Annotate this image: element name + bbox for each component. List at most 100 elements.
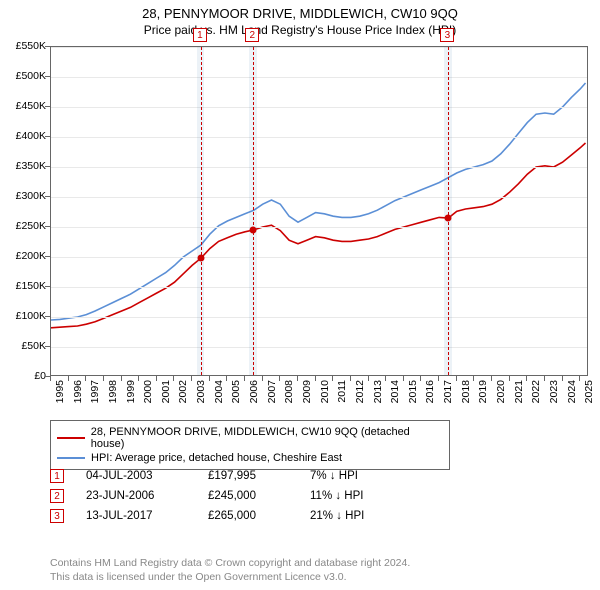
x-tick [262, 376, 263, 381]
x-tick-label: 2006 [248, 380, 260, 403]
sale-date: 13-JUL-2017 [86, 510, 186, 522]
sale-vline [448, 47, 449, 375]
y-tick-label: £250K [16, 220, 46, 232]
x-tick-label: 1998 [107, 380, 119, 403]
x-tick-label: 2022 [530, 380, 542, 403]
x-tick [315, 376, 316, 381]
x-tick-label: 2024 [566, 380, 578, 403]
x-tick [85, 376, 86, 381]
series-property [51, 143, 586, 328]
sales-row: 3 13-JUL-2017 £265,000 21% ↓ HPI [50, 506, 400, 526]
footer-line: This data is licensed under the Open Gov… [50, 570, 588, 584]
y-tick [45, 286, 50, 287]
gridline [51, 197, 587, 198]
x-tick-label: 2014 [389, 380, 401, 403]
legend-item: HPI: Average price, detached house, Ches… [57, 451, 443, 465]
x-tick-label: 2018 [460, 380, 472, 403]
x-tick [121, 376, 122, 381]
x-tick [173, 376, 174, 381]
y-tick [45, 136, 50, 137]
x-tick [350, 376, 351, 381]
sale-marker-top: 2 [245, 28, 259, 42]
x-tick-label: 2008 [283, 380, 295, 403]
x-tick-label: 2010 [319, 380, 331, 403]
sale-dot [197, 255, 204, 262]
gridline [51, 257, 587, 258]
title-sub: Price paid vs. HM Land Registry's House … [0, 23, 600, 37]
gridline [51, 317, 587, 318]
x-tick-label: 2023 [548, 380, 560, 403]
sales-row: 1 04-JUL-2003 £197,995 7% ↓ HPI [50, 466, 400, 486]
x-tick-label: 2013 [372, 380, 384, 403]
footer-line: Contains HM Land Registry data © Crown c… [50, 556, 588, 570]
x-tick [103, 376, 104, 381]
gridline [51, 47, 587, 48]
legend-swatch [57, 457, 85, 459]
chart-svg [51, 47, 589, 377]
x-tick-label: 2007 [266, 380, 278, 403]
x-tick [579, 376, 580, 381]
x-tick [138, 376, 139, 381]
sale-vline [253, 47, 254, 375]
x-tick [438, 376, 439, 381]
y-tick-label: £350K [16, 160, 46, 172]
footer: Contains HM Land Registry data © Crown c… [50, 556, 588, 584]
x-tick [420, 376, 421, 381]
x-tick-label: 2019 [477, 380, 489, 403]
chart-container: 28, PENNYMOOR DRIVE, MIDDLEWICH, CW10 9Q… [0, 0, 600, 590]
x-tick-label: 2025 [583, 380, 595, 403]
x-tick [279, 376, 280, 381]
x-tick [491, 376, 492, 381]
y-tick [45, 196, 50, 197]
x-tick-label: 1999 [125, 380, 137, 403]
sale-diff: 21% ↓ HPI [310, 510, 400, 522]
x-tick-label: 2002 [177, 380, 189, 403]
x-tick [544, 376, 545, 381]
sale-dot [445, 215, 452, 222]
sale-price: £265,000 [208, 510, 288, 522]
y-tick-label: £500K [16, 70, 46, 82]
legend-label: HPI: Average price, detached house, Ches… [91, 452, 342, 464]
chart-area [50, 46, 588, 376]
sale-marker: 1 [50, 469, 64, 483]
x-tick [50, 376, 51, 381]
x-tick-label: 2017 [442, 380, 454, 403]
legend-swatch [57, 437, 85, 439]
x-tick-label: 1995 [54, 380, 66, 403]
gridline [51, 347, 587, 348]
sale-price: £197,995 [208, 470, 288, 482]
sale-marker: 3 [50, 509, 64, 523]
x-tick-label: 2015 [407, 380, 419, 403]
y-tick-label: £150K [16, 280, 46, 292]
y-tick [45, 46, 50, 47]
x-tick-label: 2004 [213, 380, 225, 403]
y-tick-label: £400K [16, 130, 46, 142]
x-tick [244, 376, 245, 381]
x-tick-label: 2021 [513, 380, 525, 403]
x-tick [473, 376, 474, 381]
y-tick [45, 106, 50, 107]
x-tick [332, 376, 333, 381]
x-tick-label: 2000 [142, 380, 154, 403]
y-tick-label: £50K [21, 340, 46, 352]
x-tick-label: 2020 [495, 380, 507, 403]
legend-label: 28, PENNYMOOR DRIVE, MIDDLEWICH, CW10 9Q… [91, 426, 443, 450]
sales-table: 1 04-JUL-2003 £197,995 7% ↓ HPI 2 23-JUN… [50, 466, 400, 526]
y-tick [45, 166, 50, 167]
x-tick [403, 376, 404, 381]
legend: 28, PENNYMOOR DRIVE, MIDDLEWICH, CW10 9Q… [50, 420, 450, 470]
sale-diff: 11% ↓ HPI [310, 490, 400, 502]
x-tick-label: 1996 [72, 380, 84, 403]
y-tick-label: £450K [16, 100, 46, 112]
x-tick [297, 376, 298, 381]
x-tick [226, 376, 227, 381]
gridline [51, 77, 587, 78]
sale-date: 23-JUN-2006 [86, 490, 186, 502]
x-tick-label: 2005 [230, 380, 242, 403]
x-tick-label: 2009 [301, 380, 313, 403]
y-tick-label: £200K [16, 250, 46, 262]
x-tick [385, 376, 386, 381]
gridline [51, 287, 587, 288]
y-tick-label: £550K [16, 40, 46, 52]
title-main: 28, PENNYMOOR DRIVE, MIDDLEWICH, CW10 9Q… [0, 6, 600, 21]
